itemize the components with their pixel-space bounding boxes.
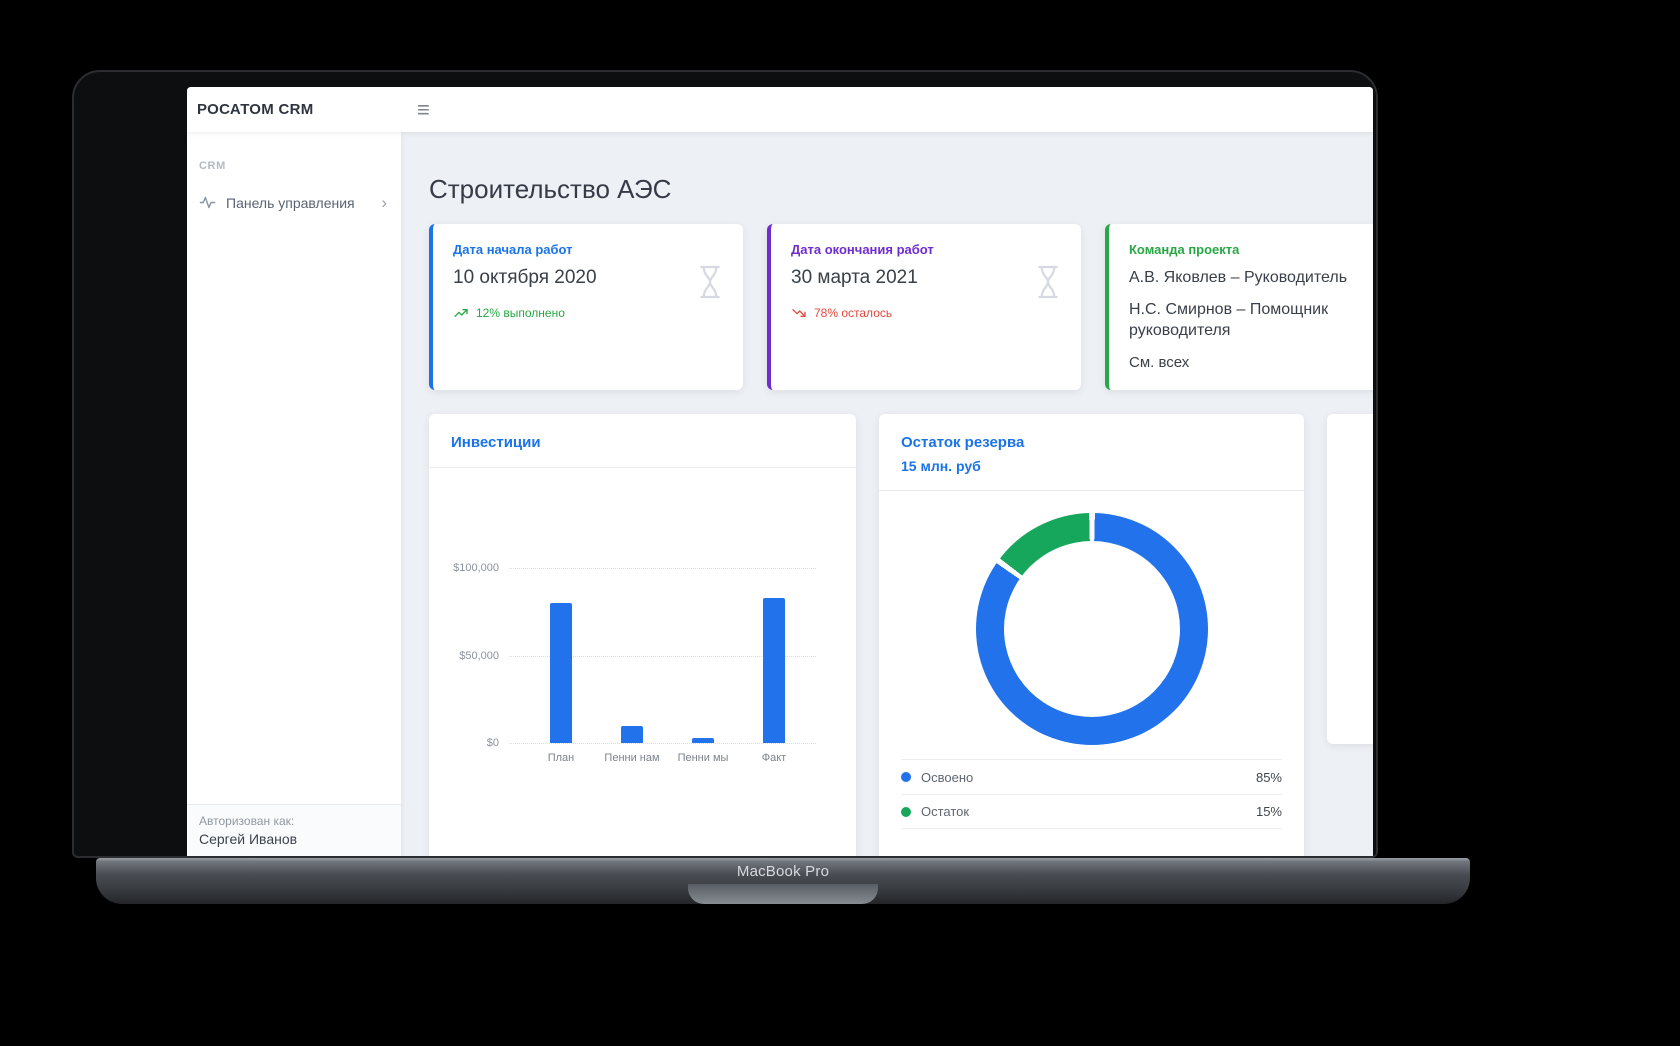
stat-trend: 78% осталось [791,305,1061,321]
legend-label: Остаток [921,804,970,819]
reserve-chart-body: Освоено 85% Остаток 15% [879,491,1304,856]
investments-card: Инвестиции $0 $50,000 $100,000 План Пенни на… [429,414,856,856]
hamburger-icon[interactable]: ≡ [417,96,430,122]
stat-card-end-date: Дата окончания работ 30 марта 2021 78% о… [767,224,1081,390]
legend-value: 15% [1255,804,1282,819]
stat-trend-label: 78% осталось [814,306,893,320]
macbook-label: MacBook Pro [736,863,830,880]
y-axis-label: $0 [486,737,499,749]
sidebar-item-dashboard[interactable]: Панель управления › [187,184,401,221]
stat-trend-label: 12% выполнено [476,306,565,320]
see-all-link[interactable]: См. всех [1129,354,1190,372]
laptop-base: MacBook Pro [96,858,1470,904]
laptop-screen: РОСАТОМ CRM ≡ CRM Панель управления › Ав… [72,70,1378,858]
investments-card-header: Инвестиции [429,414,856,468]
stat-card-row: Дата начала работ 10 октября 2020 12% вы… [429,224,1373,390]
gridline [509,568,816,569]
reserve-subtitle: 15 млн. руб [901,458,981,474]
stat-card-title: Дата начала работ [453,242,573,257]
x-axis-label: План [547,752,575,764]
gridline [509,655,816,657]
sidebar-footer: Авторизован как: Сергей Иванов [187,804,401,856]
team-member: А.В. Яковлев – Руководитель [1129,269,1348,286]
stat-card-team: Команда проекта А.В. Яковлев – Руководит… [1105,224,1373,390]
hourglass-icon [700,265,720,299]
clipped-card [1327,414,1373,744]
bar-1 [621,725,643,743]
reserve-card: Остаток резерва 15 млн. руб Освоено 85% [879,414,1304,856]
stat-card-title: Команда проекта [1129,242,1240,257]
stat-trend: 12% выполнено [453,305,723,321]
trend-down-icon [792,309,806,317]
bar-2 [692,737,714,743]
team-member: Н.С. Смирнов – Помощник руководителя [1129,300,1329,339]
app-logo: РОСАТОМ CRM [197,101,314,118]
gridline [509,743,816,744]
reserve-title: Остаток резерва [901,434,1025,451]
y-axis-label: $50,000 [459,649,499,662]
hinge-notch [688,884,878,904]
chevron-right-icon: › [381,193,387,212]
sidebar-section-label: CRM [199,160,226,172]
investments-title: Инвестиции [451,434,541,451]
y-axis-label: $100,000 [453,562,499,574]
donut-legend: Освоено 85% Остаток 15% [901,759,1282,829]
stat-card-start-date: Дата начала работ 10 октября 2020 12% вы… [429,224,743,390]
main-content: Строительство АЭС Дата начала работ 10 о… [401,132,1373,856]
page-title: Строительство АЭС [429,174,672,204]
legend-dot [901,806,911,817]
legend-item[interactable]: Остаток 15% [901,794,1282,829]
app-body: CRM Панель управления › Авторизован как:… [187,132,1373,856]
legend-label: Освоено [921,769,974,785]
reserve-donut [975,513,1208,745]
legend-value: 85% [1255,769,1282,785]
sidebar: CRM Панель управления › Авторизован как:… [187,132,401,856]
auth-user-name: Сергей Иванов [199,831,298,847]
activity-icon [199,196,216,209]
chart-panel-row: Инвестиции $0 $50,000 $100,000 План Пенни на… [429,414,1373,856]
app-header: РОСАТОМ CRM ≡ [187,87,1373,132]
sidebar-item-label: Панель управления [226,194,355,211]
x-axis-label: Пенни мы [677,752,729,764]
stat-card-value: 30 марта 2021 [791,267,918,288]
stat-card-value: 10 октября 2020 [453,267,597,288]
auth-caption: Авторизован как: [199,814,295,828]
legend-item[interactable]: Освоено 85% [901,759,1282,794]
stat-card-title: Дата окончания работ [791,242,934,257]
investments-chart-body: $0 $50,000 $100,000 План Пенни нам Пенни мы Фа… [429,468,856,856]
trend-up-icon [454,309,468,317]
bar-3 [763,597,785,743]
x-axis-label: Пенни нам [604,752,660,764]
hourglass-icon [1038,265,1058,299]
crm-app-window: РОСАТОМ CRM ≡ CRM Панель управления › Ав… [187,87,1373,856]
bar-0 [550,603,572,743]
x-axis-label: Факт [761,752,787,764]
legend-dot [901,772,911,782]
reserve-card-header: Остаток резерва 15 млн. руб [879,414,1304,491]
